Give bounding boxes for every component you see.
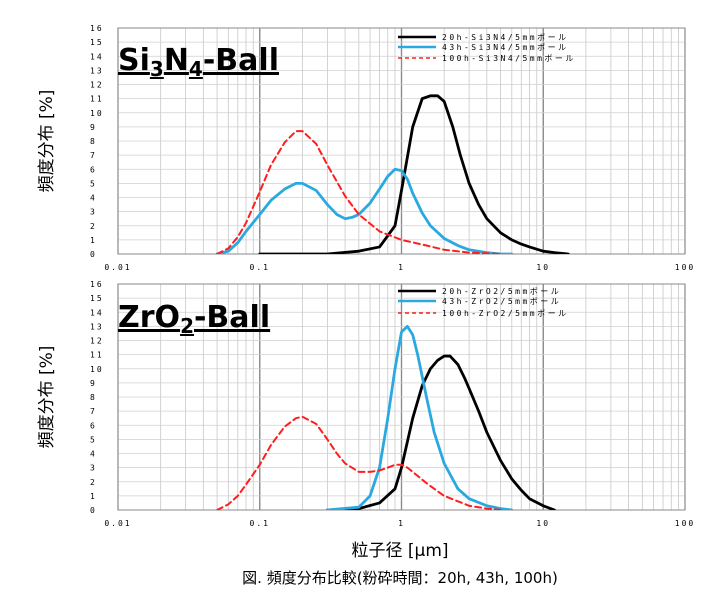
series-line-0: [325, 354, 556, 510]
x-axis-label: 粒子径 [µm]: [351, 541, 448, 561]
y-axis-label: 頻度分布 [%]: [37, 346, 57, 449]
y-tick-label: 10: [90, 365, 104, 374]
x-tick-label: 1: [398, 519, 405, 528]
series-line-0: [258, 94, 570, 254]
chart-series: [216, 324, 556, 510]
series-line-1: [325, 324, 514, 510]
x-tick-label: 10: [536, 263, 550, 272]
plot-area-border: [117, 283, 686, 511]
chart-grid: [117, 27, 686, 255]
y-tick-label: 4: [90, 450, 97, 459]
y-tick-label: 12: [90, 81, 104, 90]
series-line-2: [216, 130, 502, 254]
x-tick-label: 0.01: [104, 263, 131, 272]
x-tick-label: 100: [675, 519, 695, 528]
y-tick-label: 16: [90, 24, 104, 33]
x-tick-label: 1: [398, 263, 405, 272]
y-tick-label: 7: [90, 151, 97, 160]
y-tick-label: 6: [90, 165, 97, 174]
figure-caption: 図. 頻度分布比較(粉砕時間：20h, 43h, 100h): [242, 569, 558, 587]
y-tick-label: 11: [90, 351, 104, 360]
y-tick-label: 0: [90, 506, 97, 515]
y-tick-label: 14: [90, 52, 104, 61]
y-tick-label: 3: [90, 208, 97, 217]
x-tick-label: 0.1: [250, 519, 270, 528]
y-tick-label: 0: [90, 250, 97, 259]
x-tick-labels: 0.01 0.1 1 10 100: [104, 263, 695, 272]
y-tick-label: 16: [90, 280, 104, 289]
y-tick-label: 13: [90, 66, 104, 75]
y-tick-label: 11: [90, 95, 104, 104]
x-tick-label: 0.1: [250, 263, 270, 272]
y-tick-label: 12: [90, 337, 104, 346]
y-tick-label: 4: [90, 194, 97, 203]
y-tick-label: 13: [90, 322, 104, 331]
y-tick-label: 8: [90, 137, 97, 146]
x-tick-label: 0.01: [104, 519, 131, 528]
series-line-1: [215, 167, 514, 254]
plot-frame: [117, 27, 686, 255]
legend-label: 100h-Si3N4/5mmボール: [442, 54, 576, 63]
y-tick-label: 15: [90, 38, 104, 47]
legend-label: 20h-ZrO2/5mmボール: [442, 287, 561, 296]
y-tick-label: 3: [90, 464, 97, 473]
chart-title: ZrO2-Ball: [118, 300, 270, 338]
x-tick-label: 100: [675, 263, 695, 272]
series-line-2: [216, 415, 502, 510]
chart-title: Si3N4-Ball: [118, 43, 279, 81]
plot-frame: [117, 283, 686, 511]
legend-label: 43h-Si3N4/5mmボール: [442, 43, 569, 52]
y-tick-label: 1: [90, 492, 97, 501]
y-tick-label: 15: [90, 294, 104, 303]
y-tick-label: 7: [90, 407, 97, 416]
y-axis-label: 頻度分布 [%]: [37, 90, 57, 193]
legend-label: 100h-ZrO2/5mmボール: [442, 309, 569, 318]
y-tick-label: 5: [90, 435, 97, 444]
y-tick-label: 14: [90, 308, 104, 317]
y-tick-label: 8: [90, 393, 97, 402]
y-tick-label: 9: [90, 123, 97, 132]
y-tick-label: 6: [90, 421, 97, 430]
y-tick-label: 2: [90, 222, 97, 231]
y-tick-label: 9: [90, 379, 97, 388]
chart-series: [215, 94, 570, 254]
y-tick-label: 10: [90, 109, 104, 118]
x-tick-label: 10: [536, 519, 550, 528]
y-tick-label: 2: [90, 478, 97, 487]
y-tick-label: 5: [90, 179, 97, 188]
legend-label: 43h-ZrO2/5mmボール: [442, 297, 561, 306]
x-tick-labels: 0.01 0.1 1 10 100: [104, 519, 695, 528]
y-tick-label: 1: [90, 236, 97, 245]
legend-label: 20h-Si3N4/5mmボール: [442, 33, 569, 42]
plot-area-border: [117, 27, 686, 255]
